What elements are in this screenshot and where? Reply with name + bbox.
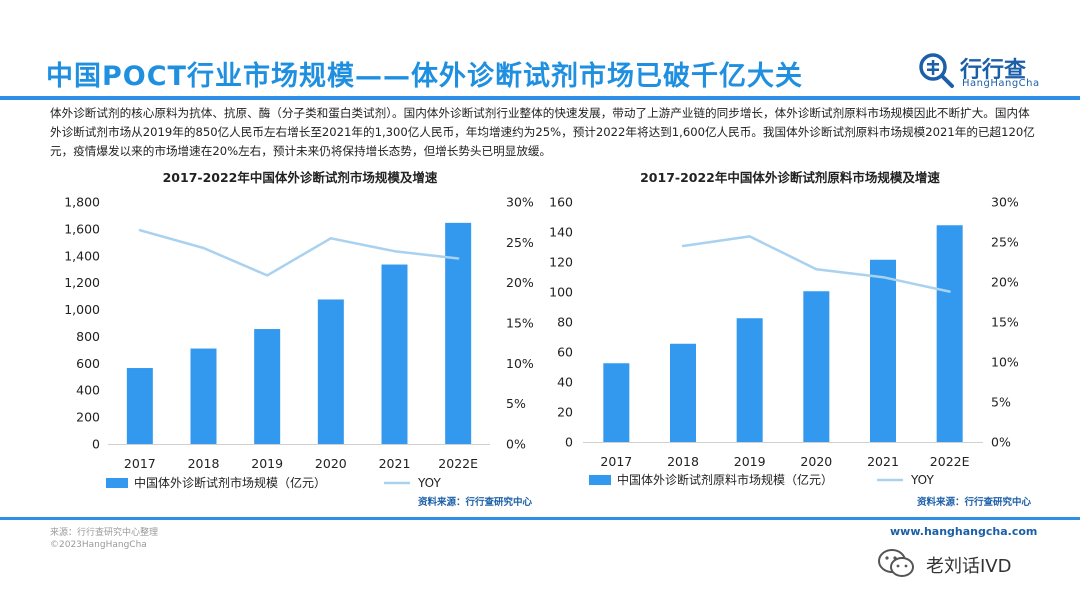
legend-bar-swatch	[106, 478, 128, 488]
y-tick-label: 400	[76, 383, 100, 398]
yoy-point-2022E	[948, 290, 951, 293]
yoy-point-2020	[815, 268, 818, 271]
y2-tick-label: 25%	[991, 235, 1019, 250]
intro-paragraph: 体外诊断试剂的核心原料为抗体、抗原、酶（分子类和蛋白类试剂）。国内体外诊断试剂行…	[50, 106, 1035, 158]
y-tick-label: 40	[557, 375, 573, 390]
y-tick-label: 800	[76, 329, 100, 344]
yoy-point-2018	[202, 246, 205, 250]
bar-2017	[126, 368, 153, 444]
y2-tick-label: 10%	[991, 355, 1019, 370]
y-tick-label: 160	[549, 195, 573, 210]
bar-2021	[381, 264, 408, 444]
yoy-point-2019	[265, 274, 269, 277]
category-label: 2022E	[930, 454, 970, 469]
y2-tick-label: 30%	[506, 195, 534, 210]
y2-tick-label: 15%	[506, 316, 534, 331]
footer-divider	[0, 517, 1080, 520]
y2-tick-label: 30%	[991, 195, 1019, 210]
yoy-point-2019	[748, 235, 751, 238]
category-label: 2020	[800, 454, 832, 469]
y2-tick-label: 15%	[991, 315, 1019, 330]
y2-tick-label: 0%	[506, 437, 526, 452]
y2-tick-label: 20%	[991, 275, 1019, 290]
chart-svg: 2017-2022年中国体外诊断试剂原料市场规模及增速 0 20 40 60 80 100 1…	[549, 170, 1032, 508]
bar-2020	[803, 291, 830, 442]
chart-source: 资料来源：行行查研究中心	[418, 496, 533, 508]
bar-2018	[190, 348, 217, 444]
category-label: 2017	[124, 456, 156, 471]
bar-2020	[317, 299, 344, 444]
logo-name: 行行查	[960, 58, 1027, 83]
legend-line-label: YOY	[417, 476, 441, 490]
yoy-point-2020	[329, 237, 333, 240]
y-tick-label: 60	[557, 345, 573, 360]
y-tick-label: 200	[76, 410, 100, 425]
chart-title: 2017-2022年中国体外诊断试剂市场规模及增速	[163, 170, 438, 185]
wechat-icon	[878, 549, 914, 577]
y-tick-label: 80	[557, 315, 573, 330]
yoy-line	[139, 228, 459, 277]
y-tick-label: 1,600	[64, 221, 100, 236]
y-tick-label: 0	[565, 435, 573, 450]
y-tick-label: 100	[549, 285, 573, 300]
bar-2017	[603, 363, 630, 442]
y2-tick-label: 10%	[506, 356, 534, 371]
category-label: 2018	[188, 456, 220, 471]
y-tick-label: 1,800	[64, 195, 100, 210]
y-tick-label: 1,400	[64, 248, 100, 263]
y2-tick-label: 25%	[506, 235, 534, 250]
legend-bar-swatch	[589, 475, 611, 485]
wechat-watermark: 老刘话IVD	[876, 547, 1056, 583]
bar-2019	[736, 318, 763, 442]
yoy-point-2017	[138, 229, 142, 232]
yoy-point-2022E	[456, 257, 460, 260]
y2-tick-label: 5%	[991, 395, 1011, 410]
page-title: 中国POCT行业市场规模——体外诊断试剂市场已破千亿大关	[46, 61, 803, 92]
watermark-text: 老刘话IVD	[926, 556, 1012, 577]
y2-tick-label: 20%	[506, 275, 534, 290]
footer-copyright: ©2023HangHangCha	[50, 540, 147, 550]
y-tick-label: 0	[92, 437, 100, 452]
footer-note: 来源：行行查研究中心整理	[50, 528, 159, 538]
y-tick-label: 1,000	[64, 302, 100, 317]
category-label: 2021	[379, 456, 411, 471]
y-tick-label: 20	[557, 405, 573, 420]
y-tick-label: 140	[549, 225, 573, 240]
bar-2022E	[936, 225, 963, 442]
category-label: 2021	[867, 454, 899, 469]
yoy-point-2018	[681, 244, 685, 248]
legend-line-label: YOY	[910, 473, 934, 487]
category-label: 2019	[251, 456, 283, 471]
website-link[interactable]: www.hanghangcha.com	[890, 525, 1038, 538]
ivd-raw-material-market-chart: 2017-2022年中国体外诊断试剂原料市场规模及增速 0 20 40 60 80 100 1…	[545, 168, 1035, 513]
bar-2019	[254, 329, 281, 444]
chart-svg: 2017-2022年中国体外诊断试剂市场规模及增速 0 200 400 600 800 1,…	[64, 170, 534, 508]
category-label: 2018	[667, 454, 699, 469]
logo-subtitle: HangHangCha	[962, 78, 1040, 89]
magnifier-logo-icon	[919, 53, 954, 88]
header-divider	[0, 96, 1080, 100]
chart-source: 资料来源：行行查研究中心	[917, 496, 1032, 508]
bar-2022E	[445, 222, 472, 444]
bar-2021	[870, 259, 896, 442]
bar-2018	[670, 343, 696, 442]
y2-tick-label: 0%	[991, 435, 1011, 450]
category-label: 2019	[734, 454, 766, 469]
category-label: 2022E	[438, 456, 478, 471]
brand-logo[interactable]: 行行查 HangHangCha	[916, 50, 1046, 92]
ivd-reagent-market-chart: 2017-2022年中国体外诊断试剂市场规模及增速 0 200 400 600 800 1,…	[50, 168, 540, 513]
yoy-line	[682, 235, 950, 293]
category-label: 2020	[315, 456, 347, 471]
y2-tick-label: 5%	[506, 396, 526, 411]
category-label: 2017	[600, 454, 632, 469]
legend-bar-label: 中国体外诊断试剂市场规模（亿元）	[134, 475, 326, 490]
yoy-point-2021	[881, 276, 885, 279]
yoy-point-2021	[393, 250, 396, 253]
legend-bar-label: 中国体外诊断试剂原料市场规模（亿元）	[617, 472, 833, 487]
y-tick-label: 120	[549, 255, 573, 270]
chart-title: 2017-2022年中国体外诊断试剂原料市场规模及增速	[640, 170, 940, 185]
y-tick-label: 1,200	[64, 275, 100, 290]
y-tick-label: 600	[76, 356, 100, 371]
